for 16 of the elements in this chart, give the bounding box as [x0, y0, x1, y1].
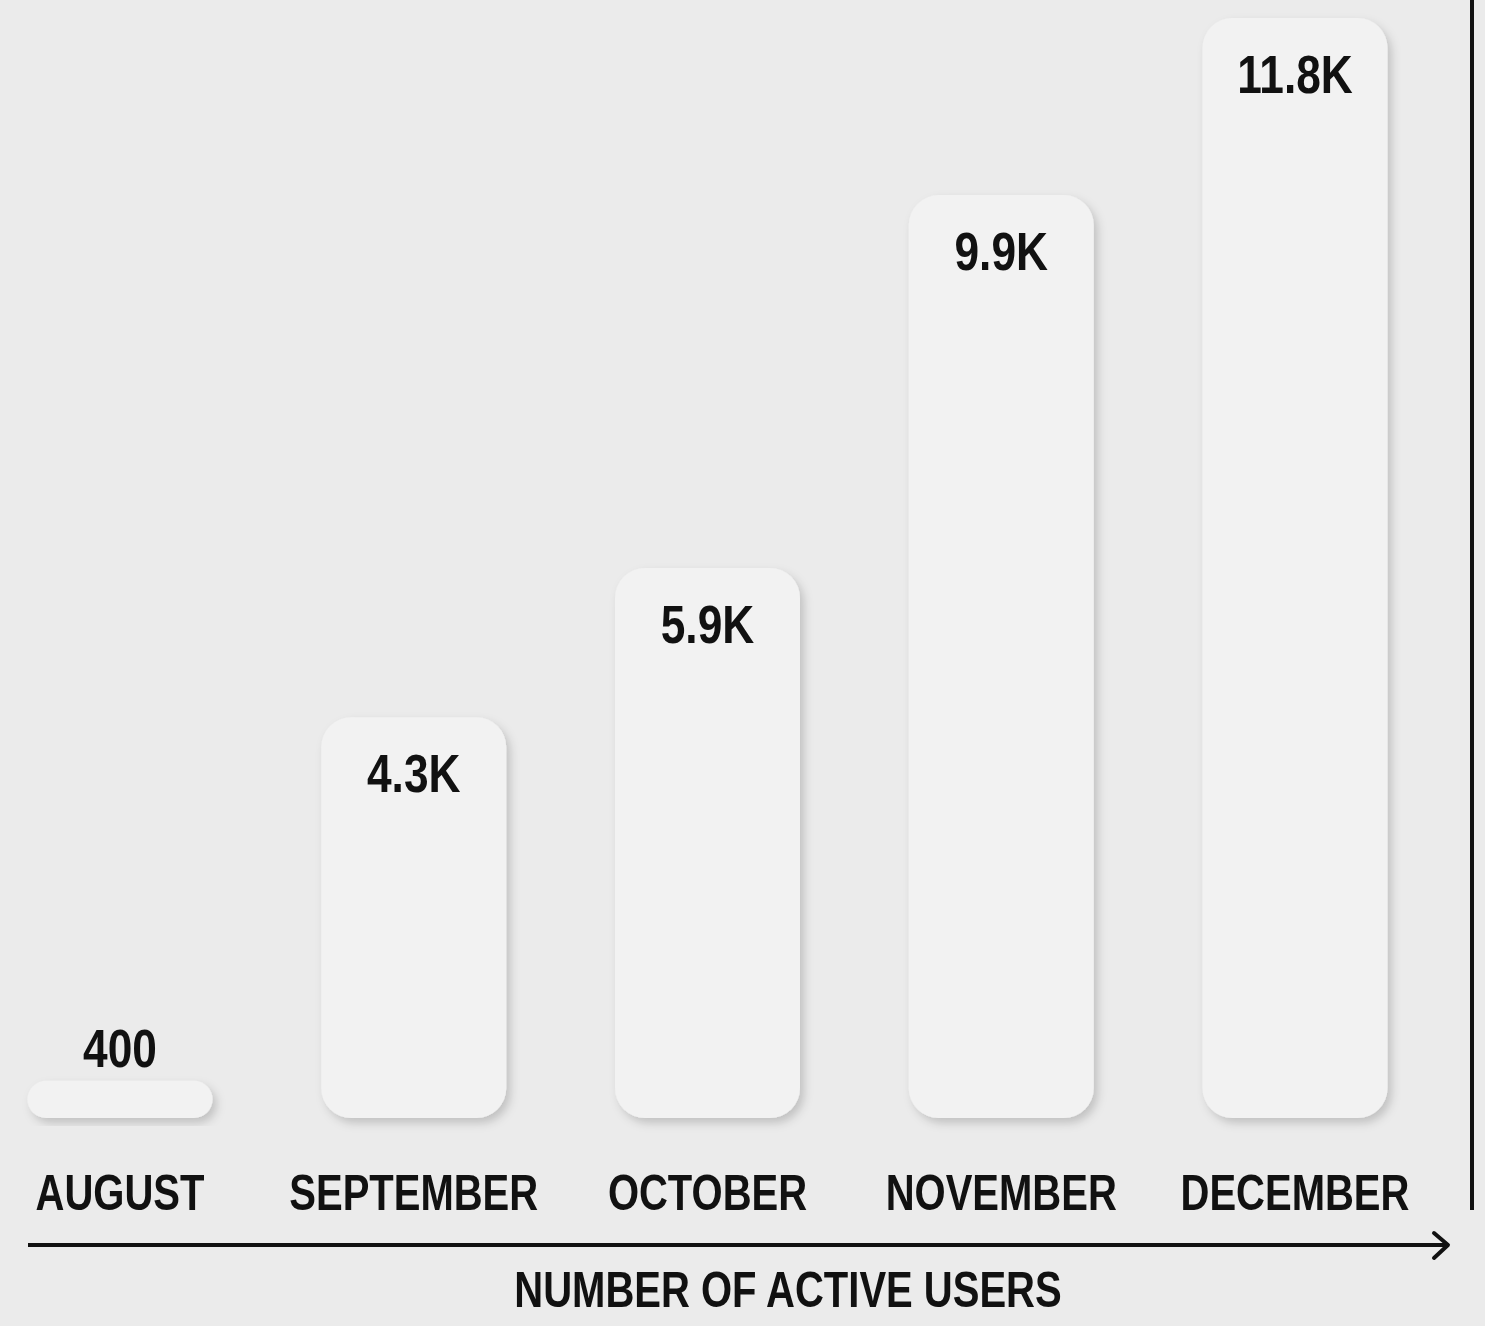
bar	[1202, 18, 1388, 1118]
bar	[27, 1080, 213, 1118]
x-axis-title: NUMBER OF ACTIVE USERS	[514, 1261, 1062, 1319]
data-label: 5.9K	[660, 593, 755, 654]
x-tick-label: OCTOBER	[607, 1164, 808, 1222]
data-label: 4.3K	[367, 742, 461, 804]
x-tick-label: DECEMBER	[1180, 1164, 1410, 1222]
x-tick-label: SEPTEMBER	[289, 1164, 539, 1222]
data-label: 11.8K	[1237, 43, 1354, 104]
x-tick-label: AUGUST	[35, 1164, 205, 1222]
data-label: 9.9K	[954, 220, 1049, 282]
bar	[908, 195, 1094, 1118]
bar	[321, 717, 507, 1118]
x-tick-label: NOVEMBER	[885, 1164, 1117, 1222]
data-label: 400	[83, 1017, 157, 1078]
bar	[615, 568, 800, 1118]
